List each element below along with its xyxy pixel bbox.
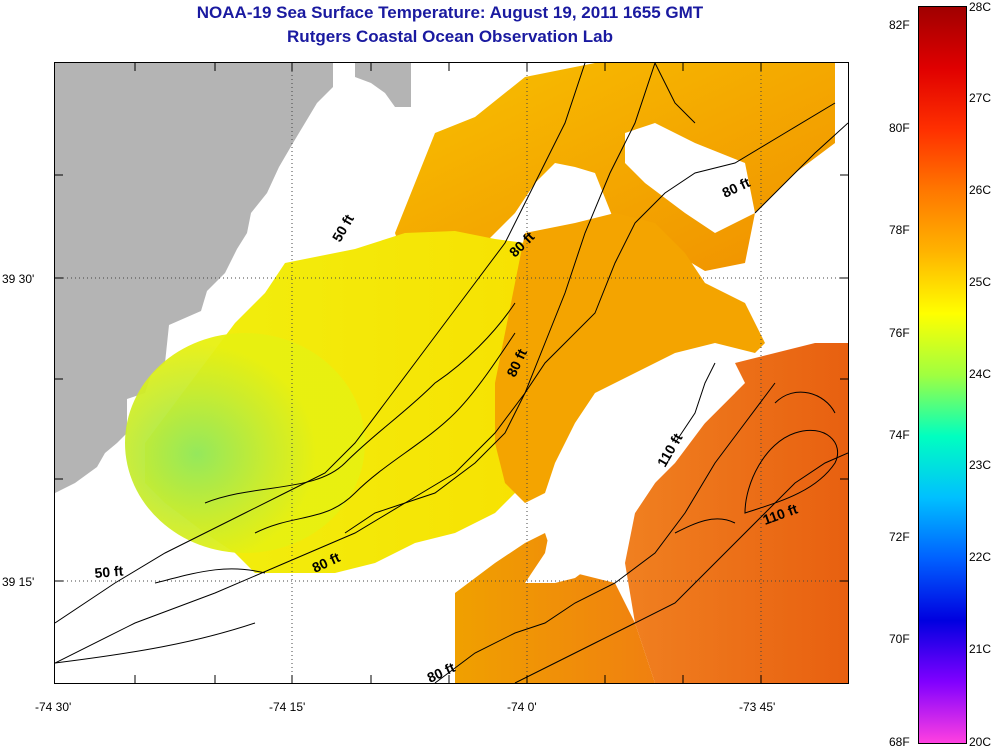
colorbar-c-22: 22C [969, 550, 992, 564]
colorbar-f-68: 68F [889, 735, 910, 749]
temperature-colorbar [918, 6, 967, 744]
colorbar-f-74: 74F [889, 428, 910, 442]
colorbar-c-21: 21C [969, 642, 992, 656]
colorbar-f-76: 76F [889, 326, 910, 340]
no-data-gap-2 [625, 123, 755, 233]
contour-label-80ft-south: 80 ft [425, 659, 458, 683]
colorbar-c-26: 26C [969, 183, 992, 197]
axis-ticks [55, 63, 848, 683]
no-data-gap [525, 353, 745, 583]
colorbar-c-24: 24C [969, 367, 992, 381]
colorbar-c-20: 20C [969, 735, 992, 749]
colorbar-f-70: 70F [889, 632, 910, 646]
contour-label-50ft-south: 50 ft [94, 563, 124, 581]
sst-region-south [455, 533, 655, 683]
colorbar-f-80: 80F [889, 121, 910, 135]
colorbar-c-23: 23C [969, 458, 992, 472]
lon-label-74-30: -74 30' [35, 700, 72, 714]
colorbar-f-82: 82F [889, 18, 910, 32]
grid-lines [55, 63, 848, 683]
lon-label-74-15: -74 15' [269, 700, 306, 714]
lon-label-73-45: -73 45' [739, 700, 776, 714]
land-area-2 [355, 63, 411, 107]
colorbar-c-27: 27C [969, 91, 992, 105]
contour-lines [55, 63, 848, 683]
sst-region-mid [495, 213, 765, 503]
map-subtitle: Rutgers Coastal Ocean Observation Lab [287, 27, 613, 46]
sst-region-southeast [625, 343, 848, 683]
sst-map: 50 ft 80 ft 80 ft 80 ft 110 ft 110 ft 80… [54, 62, 849, 684]
contour-label-50ft-north: 50 ft [329, 211, 357, 244]
colorbar-c-28: 28C [969, 0, 992, 14]
lon-label-74-0: -74 0' [507, 700, 537, 714]
colorbar-f-72: 72F [889, 530, 910, 544]
lat-label-39-30: 39 30' [2, 272, 35, 286]
lat-label-39-15: 39 15' [2, 575, 35, 589]
sst-cool-patch [125, 333, 365, 553]
map-title: NOAA-19 Sea Surface Temperature: August … [196, 3, 704, 22]
colorbar-c-25: 25C [969, 275, 992, 289]
colorbar-f-78: 78F [889, 223, 910, 237]
land-area [55, 63, 333, 493]
sst-map-svg: 50 ft 80 ft 80 ft 80 ft 110 ft 110 ft 80… [55, 63, 848, 683]
